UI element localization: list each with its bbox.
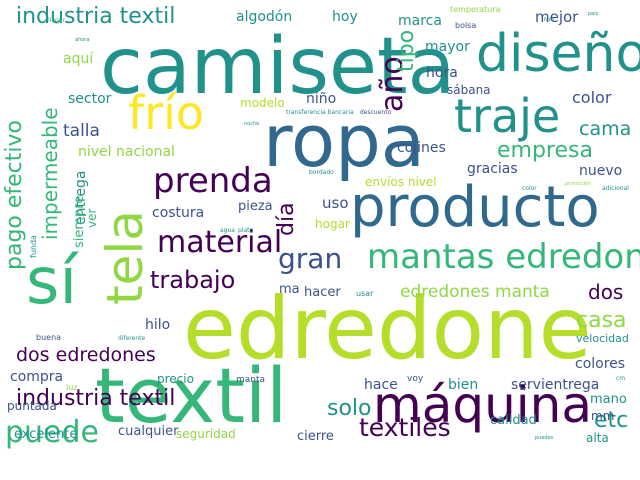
word-cama: cama bbox=[579, 118, 632, 140]
word-buena: buena bbox=[36, 333, 62, 342]
word-colores: colores bbox=[575, 356, 626, 372]
word-plato: plato bbox=[238, 227, 254, 234]
word-frio: frío bbox=[128, 86, 205, 140]
word-textil: textil bbox=[95, 351, 288, 440]
word-ahora: ahora bbox=[75, 37, 90, 43]
word-puntada: puntada bbox=[7, 399, 57, 413]
word-uso: uso bbox=[322, 194, 349, 212]
word-pago-efectivo: pago efectivo bbox=[2, 120, 27, 270]
word-alta: alta bbox=[586, 431, 609, 445]
word-bordado: bordado bbox=[309, 169, 334, 176]
word-hoy: hoy bbox=[332, 9, 358, 25]
word-llegar: llegar bbox=[48, 17, 65, 24]
word-puedes: puedes bbox=[535, 435, 554, 441]
word-servientrega: servientrega bbox=[511, 377, 600, 393]
word-pais: país bbox=[588, 11, 599, 17]
word-gran: gran bbox=[278, 242, 343, 275]
word-color-small: color bbox=[522, 185, 537, 192]
word-precio: precio bbox=[157, 372, 194, 386]
word-maquina: máquina bbox=[373, 376, 592, 434]
word-color-blue: color bbox=[572, 88, 612, 107]
word-cierre: cierre bbox=[297, 429, 334, 444]
word-cojines: cojines bbox=[397, 140, 446, 156]
word-modelo: modelo bbox=[240, 96, 285, 110]
word-envios-nivel: envíos nivel bbox=[365, 175, 437, 189]
word-mano: mano bbox=[590, 392, 627, 407]
word-cm: cm bbox=[616, 375, 626, 382]
word-excelente: excelente bbox=[14, 427, 78, 442]
word-producto: producto bbox=[350, 175, 600, 240]
word-adicional: adicional bbox=[602, 185, 629, 192]
word-marca: marca bbox=[398, 13, 442, 29]
word-mm: mm bbox=[591, 409, 615, 423]
word-edredone: edredone bbox=[183, 279, 592, 379]
word-dos: dos bbox=[588, 280, 624, 304]
word-nuevo: nuevo bbox=[579, 163, 623, 179]
word-costura: costura bbox=[152, 205, 205, 221]
word-camiseta: camiseta bbox=[100, 22, 456, 112]
word-bien: bien bbox=[448, 377, 479, 393]
word-puede: puede bbox=[5, 415, 100, 450]
word-casa: casa bbox=[576, 308, 627, 333]
word-facil: fácil bbox=[544, 17, 555, 23]
word-tipo: tipo bbox=[394, 29, 419, 72]
word-mantas-edredone: mantas edredone bbox=[367, 237, 640, 277]
word-traje: traje bbox=[454, 89, 561, 143]
word-proteccion: protección bbox=[565, 181, 592, 187]
word-dia: día bbox=[274, 202, 299, 236]
word-si: sí bbox=[26, 245, 78, 319]
word-industria-textil-top: industria textil bbox=[16, 4, 176, 29]
word-bolsa: bolsa bbox=[455, 21, 477, 30]
word-talla: talla bbox=[63, 121, 100, 141]
word-edredones-manta: edredones manta bbox=[400, 282, 550, 302]
word-calidad: calidad bbox=[490, 413, 537, 428]
word-dos-edredones: dos edredones bbox=[16, 344, 156, 366]
word-empresa: empresa bbox=[497, 138, 593, 163]
word-trabajo: trabajo bbox=[150, 266, 236, 294]
word-impermeable: impermeable bbox=[38, 107, 62, 240]
word-descuento: descuento bbox=[360, 109, 392, 116]
word-pieza: pieza bbox=[238, 199, 273, 214]
word-compra: compra bbox=[10, 369, 64, 385]
word-seguridad: seguridad bbox=[176, 427, 236, 441]
word-industria-textil-mid: industria textil bbox=[16, 386, 176, 411]
word-solo: solo bbox=[327, 396, 372, 421]
word-prenda: prenda bbox=[153, 161, 273, 201]
word-manta: manta bbox=[236, 375, 266, 385]
word-etc: etc bbox=[594, 408, 629, 433]
word-nino: niño bbox=[306, 91, 337, 107]
word-ver: ver bbox=[85, 208, 99, 228]
word-cualquier: cualquier bbox=[118, 424, 179, 439]
word-ma: ma bbox=[279, 282, 300, 297]
word-voy: voy bbox=[407, 374, 424, 384]
word-hogar: hogar bbox=[315, 217, 350, 231]
word-mayor: mayor bbox=[425, 39, 470, 55]
word-sector: sector bbox=[68, 91, 112, 107]
word-hacer: hacer bbox=[304, 285, 341, 300]
word-nivel-nacional: nivel nacional bbox=[78, 144, 175, 160]
word-material: material bbox=[157, 225, 283, 260]
word-usar: usar bbox=[356, 289, 374, 298]
word-hora: hora bbox=[426, 65, 458, 81]
word-temperatura: temperatura bbox=[450, 5, 501, 14]
word-funda: funda bbox=[29, 235, 38, 258]
word-mejor: mejor bbox=[535, 8, 579, 26]
word-ropa: ropa bbox=[263, 99, 425, 183]
word-textiles: textiles bbox=[359, 413, 451, 442]
word-sabana: sábana bbox=[447, 83, 491, 97]
word-algodon: algodón bbox=[236, 9, 293, 25]
word-noche: noche bbox=[244, 121, 260, 127]
word-hilo: hilo bbox=[145, 317, 171, 333]
word-aqui: aquí bbox=[63, 51, 94, 67]
word-diseno: diseño bbox=[476, 24, 640, 84]
word-hace: hace bbox=[364, 377, 398, 393]
word-diferente: diferente bbox=[118, 335, 146, 342]
word-gracias: gracias bbox=[467, 161, 518, 177]
word-agua: agua bbox=[220, 227, 235, 234]
word-transferencia-bancaria: transferencia bancaria bbox=[286, 109, 354, 116]
word-tela: tela bbox=[96, 210, 154, 305]
word-luz: luz bbox=[66, 383, 78, 392]
word-velocidad: velocidad bbox=[576, 332, 629, 345]
